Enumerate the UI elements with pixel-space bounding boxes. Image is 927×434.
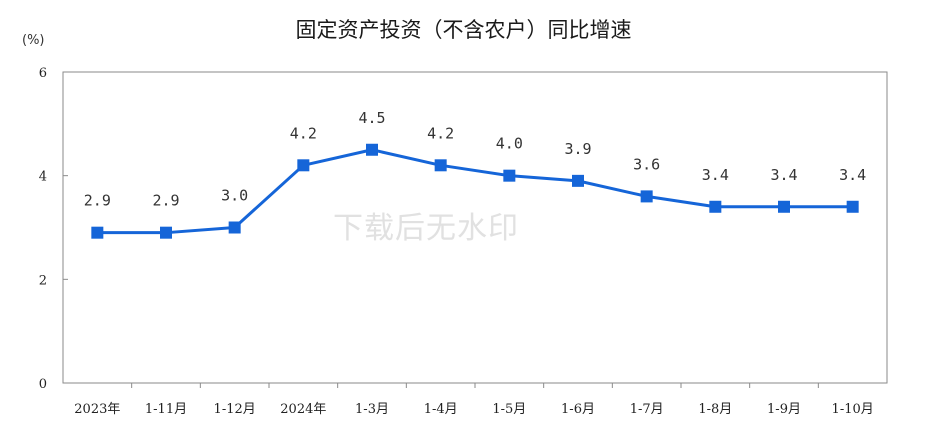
data-point: [366, 143, 378, 156]
x-tick-label: 1-7月: [630, 402, 664, 417]
y-axis-unit: (%): [22, 33, 45, 48]
data-point: [503, 169, 516, 182]
data-point: [846, 200, 859, 213]
x-tick-label: 1-5月: [492, 402, 526, 417]
watermark-text: 下载后无水印: [333, 211, 519, 246]
data-label: 4.0: [496, 135, 523, 153]
y-tick-label: 6: [39, 66, 47, 81]
data-point: [709, 200, 722, 213]
data-point: [640, 190, 653, 203]
data-label: 4.2: [427, 124, 454, 142]
data-label: 4.5: [358, 109, 385, 127]
data-point: [572, 174, 584, 187]
data-point: [91, 226, 104, 239]
data-point: [228, 221, 241, 234]
data-point: [434, 159, 447, 172]
data-label: 3.4: [770, 166, 797, 184]
x-tick-label: 1-12月: [214, 402, 256, 417]
data-label: 3.9: [564, 140, 591, 158]
data-point: [160, 226, 172, 239]
x-tick-label: 1-8月: [698, 402, 732, 417]
x-tick-label: 1-9月: [767, 402, 801, 417]
data-point: [297, 159, 310, 172]
data-label: 2.9: [152, 192, 179, 210]
y-tick-label: 0: [39, 377, 47, 392]
x-tick-label: 1-11月: [145, 402, 187, 417]
x-tick-label: 2024年: [280, 402, 326, 417]
chart-title: 固定资产投资（不含农户）同比增速: [295, 18, 632, 42]
x-tick-label: 2023年: [74, 402, 120, 417]
y-tick-label: 2: [39, 273, 47, 288]
x-tick-label: 1-3月: [355, 402, 389, 417]
data-label: 3.4: [839, 166, 866, 184]
data-label: 3.6: [633, 155, 660, 173]
x-tick-label: 1-4月: [424, 402, 458, 417]
x-tick-label: 1-10月: [832, 402, 874, 417]
data-point: [778, 200, 790, 213]
series-line: [97, 148, 853, 235]
y-tick-label: 4: [39, 170, 47, 185]
data-label: 2.9: [84, 192, 111, 210]
data-label: 4.2: [290, 124, 317, 142]
data-label: 3.0: [221, 187, 248, 205]
data-label: 3.4: [702, 166, 729, 184]
x-tick-label: 1-6月: [561, 402, 595, 417]
